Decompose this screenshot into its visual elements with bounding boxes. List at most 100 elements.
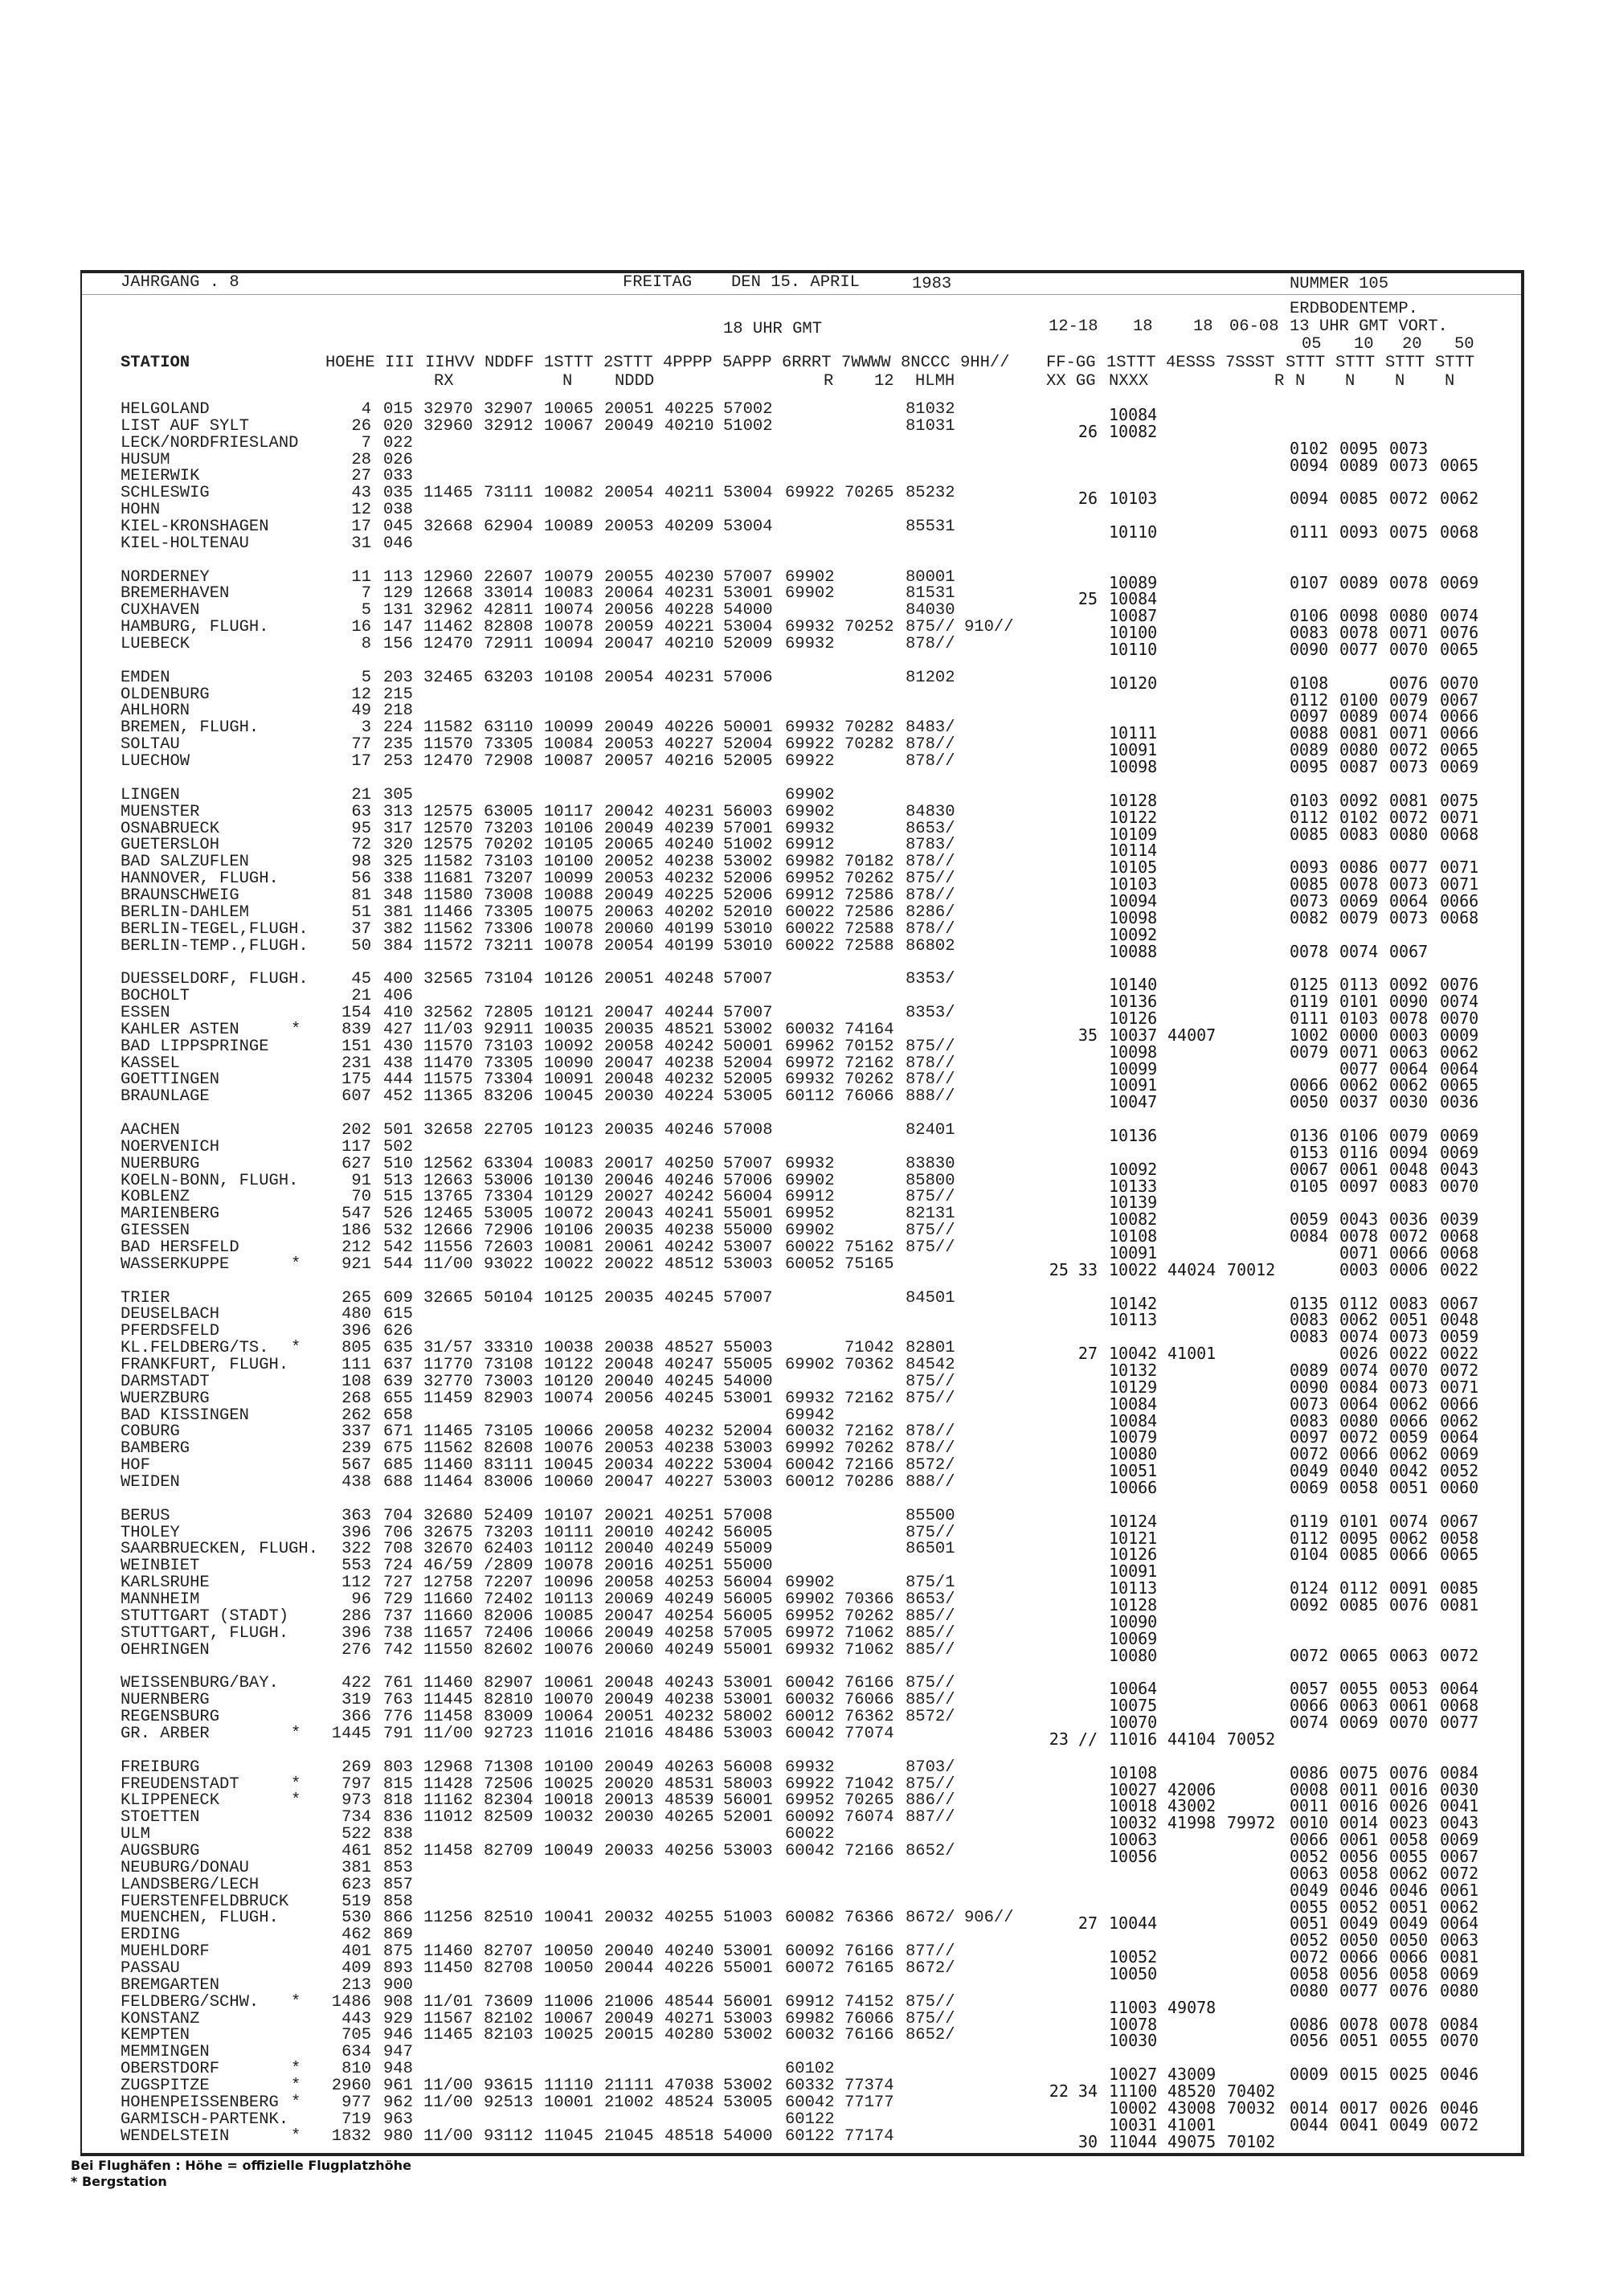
height-value: 17 <box>351 752 371 771</box>
height-value: 734 <box>341 1808 371 1827</box>
obs-value: 32680 <box>423 1506 473 1525</box>
obs-value: 906// <box>964 1909 1014 1928</box>
extra-value: 10091 <box>1109 1075 1158 1095</box>
obs-value: 11365 <box>423 1087 473 1107</box>
obs-value: 69982 <box>785 853 835 872</box>
soil-temp-value: 0063 <box>1440 1930 1479 1950</box>
obs-value: 11464 <box>423 1473 473 1492</box>
obs-value: 10025 <box>544 2026 594 2045</box>
obs-value: 12666 <box>423 1222 473 1241</box>
obs-value: 60042 <box>785 1456 835 1475</box>
soil-temp-value: 0026 <box>1389 2098 1429 2118</box>
soil-temp-value: 0058 <box>1290 1963 1329 1983</box>
extra-value: 44007 <box>1167 1025 1216 1045</box>
obs-value: 62403 <box>484 1540 534 1559</box>
height-value: 2960 <box>331 2077 371 2095</box>
obs-value: 20030 <box>604 1808 654 1827</box>
obs-value: 10075 <box>544 902 594 922</box>
height-value: 366 <box>341 1708 371 1727</box>
obs-value: 8286/ <box>906 902 955 922</box>
obs-value: 738 <box>383 1623 413 1643</box>
obs-value: 60122 <box>785 2110 835 2129</box>
wind-gust-value: 27 <box>1077 1344 1098 1364</box>
extra-value: 10002 <box>1109 2098 1158 2118</box>
obs-value: 10074 <box>544 601 594 620</box>
obs-value: 53007 <box>723 1238 773 1257</box>
soil-temp-value: 0097 <box>1290 1427 1329 1447</box>
obs-value: 77374 <box>844 2077 894 2095</box>
obs-value: 888// <box>906 1473 955 1492</box>
sub-header-n10: N <box>1345 372 1356 391</box>
soil-temp-value: 0049 <box>1389 1913 1429 1934</box>
soil-temp-value: 0084 <box>1440 1762 1479 1782</box>
soil-temp-value: 0076 <box>1440 623 1479 643</box>
obs-value: 71308 <box>484 1758 534 1777</box>
obs-value: 946 <box>383 2026 413 2045</box>
obs-value: 33310 <box>484 1339 534 1358</box>
wind-gust-value: 23 // <box>1049 1729 1098 1749</box>
obs-value: 83009 <box>484 1708 534 1727</box>
soil-temp-title: ERDBODENTEMP. <box>1290 300 1418 318</box>
station-name: BERLIN-TEMP.,FLUGH. <box>121 936 309 956</box>
soil-temp-value: 0093 <box>1339 522 1379 542</box>
obs-value: 20030 <box>604 1087 654 1107</box>
soil-temp-value: 0080 <box>1389 606 1429 626</box>
obs-value: 82608 <box>484 1439 534 1459</box>
soil-temp-value: 0065 <box>1339 1645 1379 1665</box>
soil-temp-value: 0061 <box>1339 1159 1379 1179</box>
obs-value: 11445 <box>423 1691 473 1710</box>
soil-temp-value: 0068 <box>1440 522 1479 542</box>
soil-temp-value: 0068 <box>1440 1226 1479 1246</box>
soil-temp-value: 0074 <box>1339 1327 1379 1347</box>
obs-value: 8572/ <box>906 1456 955 1475</box>
height-value: 21 <box>351 987 371 1006</box>
obs-value: 55001 <box>723 1640 773 1660</box>
soil-temp-value: 0036 <box>1389 1209 1429 1230</box>
obs-value: 40251 <box>664 1557 714 1576</box>
height-value: 12 <box>351 685 371 704</box>
obs-value: 73111 <box>484 484 534 503</box>
obs-value: 69902 <box>785 1222 835 1241</box>
sub-header-nddd: NDDD <box>615 372 655 391</box>
mountain-station-marker: * <box>291 1791 301 1811</box>
obs-value: 82907 <box>484 1674 534 1693</box>
soil-temp-value: 0063 <box>1389 1042 1429 1062</box>
soil-temp-value: 0100 <box>1339 690 1379 710</box>
obs-value: 69902 <box>785 584 835 604</box>
obs-value: 8652/ <box>906 1841 955 1860</box>
soil-temp-value: 0065 <box>1440 640 1479 660</box>
soil-temp-value: 0049 <box>1290 1461 1329 1481</box>
station-name: HOHN <box>121 501 161 520</box>
obs-value: 70262 <box>844 1070 894 1090</box>
obs-value: 727 <box>383 1574 413 1593</box>
obs-value: 015 <box>383 400 413 419</box>
obs-value: 40239 <box>664 819 714 838</box>
soil-temp-value: 0124 <box>1290 1578 1329 1598</box>
obs-value: 72162 <box>844 1054 894 1073</box>
obs-value: 129 <box>383 584 413 604</box>
obs-value: 40242 <box>664 1037 714 1056</box>
frame-right-border <box>1521 270 1524 2155</box>
obs-value: 763 <box>383 1691 413 1710</box>
obs-value: 10108 <box>544 668 594 687</box>
extra-value: 42006 <box>1167 1779 1216 1799</box>
soil-temp-value: 0094 <box>1290 455 1329 475</box>
obs-value: 32675 <box>423 1523 473 1542</box>
obs-value: 11562 <box>423 919 473 939</box>
obs-value: 10070 <box>544 1691 594 1710</box>
soil-temp-value: 0081 <box>1339 723 1379 743</box>
obs-value: 80001 <box>906 567 955 587</box>
extra-value: 10128 <box>1109 790 1158 810</box>
extra-value: 10069 <box>1109 1628 1158 1648</box>
obs-value: 63110 <box>484 718 534 738</box>
obs-value: 875// <box>906 1389 955 1408</box>
soil-temp-value: 0066 <box>1440 890 1479 911</box>
soil-temp-value: 0083 <box>1339 824 1379 844</box>
obs-value: 72162 <box>844 1389 894 1408</box>
obs-value: 31/57 <box>423 1339 473 1358</box>
obs-value: 20060 <box>604 1640 654 1660</box>
obs-value: 55000 <box>723 1222 773 1241</box>
height-value: 56 <box>351 870 371 889</box>
height-value: 623 <box>341 1875 371 1894</box>
obs-value: 12668 <box>423 584 473 604</box>
